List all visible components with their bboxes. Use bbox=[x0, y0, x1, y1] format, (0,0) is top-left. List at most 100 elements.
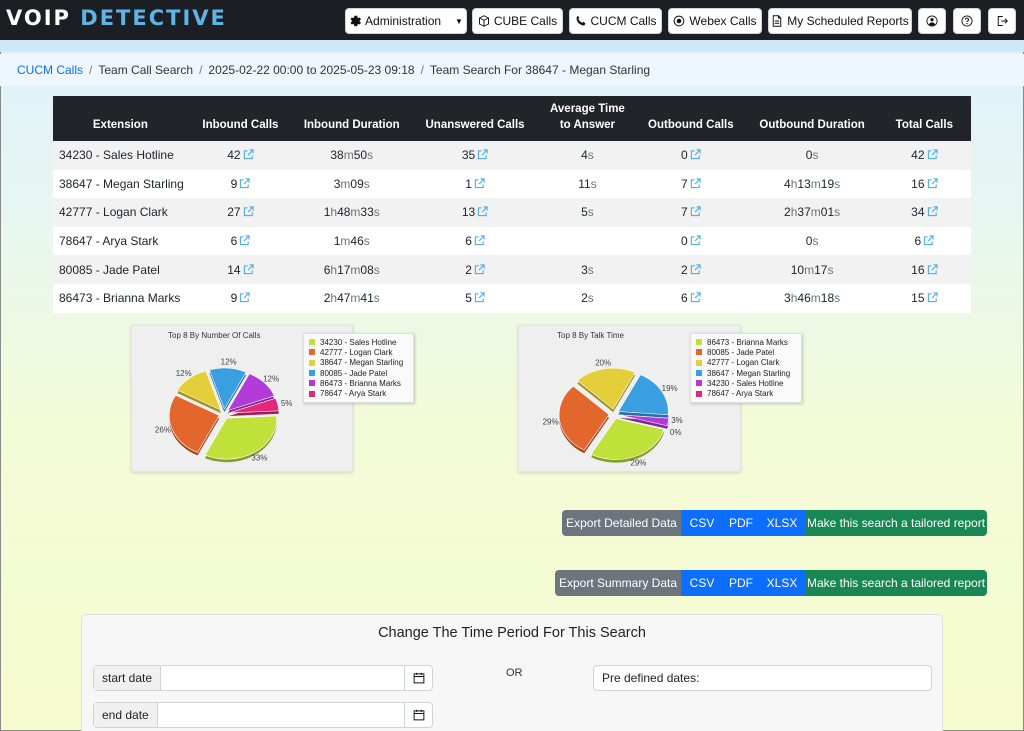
legend-item[interactable]: 38647 - Megan Starling bbox=[309, 358, 408, 368]
external-link-icon[interactable] bbox=[239, 178, 250, 189]
breadcrumb: CUCM Calls / Team Call Search / 2025-02-… bbox=[0, 54, 1024, 86]
pie-slice[interactable] bbox=[208, 367, 247, 410]
legend-item[interactable]: 34230 - Sales Hotline bbox=[696, 378, 796, 388]
external-link-icon[interactable] bbox=[927, 178, 938, 189]
legend-item[interactable]: 38647 - Megan Starling bbox=[696, 368, 796, 378]
or-text: OR bbox=[506, 667, 523, 679]
duration-unit: h bbox=[330, 291, 338, 306]
legend-item[interactable]: 86473 - Brianna Marks bbox=[309, 378, 408, 388]
external-link-icon[interactable] bbox=[690, 264, 701, 275]
external-link-icon[interactable] bbox=[243, 264, 254, 275]
legend-item[interactable]: 78647 - Arya Stark bbox=[309, 388, 408, 398]
duration-unit: m bbox=[350, 205, 361, 220]
breadcrumb-separator: / bbox=[89, 63, 93, 77]
export-summary-csv-button[interactable]: CSV bbox=[681, 570, 723, 596]
external-link-icon[interactable] bbox=[239, 292, 250, 303]
cucm-calls-button[interactable]: CUCM Calls bbox=[569, 8, 662, 34]
pie-slice[interactable] bbox=[617, 374, 669, 416]
legend-label: 80085 - Jade Patel bbox=[707, 347, 775, 357]
app-logo[interactable]: VOIP DETECTIVE bbox=[6, 6, 227, 30]
external-link-icon[interactable] bbox=[927, 206, 938, 217]
pie-slice[interactable] bbox=[618, 414, 670, 427]
tailored-report-button[interactable]: Make this search a tailored report bbox=[805, 570, 987, 596]
webex-calls-button[interactable]: Webex Calls bbox=[668, 8, 762, 34]
duration-value: 1 bbox=[323, 205, 331, 220]
profile-button[interactable] bbox=[918, 8, 946, 34]
pie-slice[interactable] bbox=[590, 418, 665, 460]
external-link-icon[interactable] bbox=[927, 149, 938, 160]
header-average-time-line2: to Answer bbox=[559, 119, 616, 131]
external-link-icon[interactable] bbox=[690, 206, 701, 217]
tailored-report-button[interactable]: Make this search a tailored report bbox=[805, 510, 987, 536]
external-link-icon[interactable] bbox=[927, 264, 938, 275]
pie-slice[interactable] bbox=[227, 373, 275, 412]
legend-item[interactable]: 78647 - Arya Stark bbox=[696, 388, 796, 398]
external-link-icon[interactable] bbox=[474, 235, 485, 246]
chart-talk-time: Top 8 By Talk Time 29% 29% 20% 19% 3% 0% bbox=[518, 325, 741, 472]
external-link-icon[interactable] bbox=[923, 235, 934, 246]
pie-slice[interactable] bbox=[576, 367, 636, 410]
duration-unit: s bbox=[834, 205, 841, 220]
legend-swatch bbox=[696, 370, 702, 377]
pie-slice[interactable] bbox=[558, 385, 610, 451]
inbound-duration-cell: 2h47m41s bbox=[293, 283, 411, 313]
legend-item[interactable]: 42777 - Logan Clark bbox=[696, 358, 796, 368]
start-date-calendar-button[interactable] bbox=[404, 666, 432, 690]
inbound-duration-cell: 38m50s bbox=[293, 141, 411, 170]
external-link-icon[interactable] bbox=[477, 149, 488, 160]
total-calls-value: 42 bbox=[911, 148, 925, 163]
inbound-duration-cell: 3m09s bbox=[293, 169, 411, 199]
external-link-icon[interactable] bbox=[474, 264, 485, 275]
header-extension: Extension bbox=[53, 96, 188, 141]
breadcrumb-separator: / bbox=[420, 63, 424, 77]
pie-slice[interactable] bbox=[176, 370, 222, 411]
external-link-icon[interactable] bbox=[690, 149, 701, 160]
pie-slice[interactable] bbox=[168, 395, 220, 453]
export-summary-pdf-button[interactable]: PDF bbox=[723, 570, 759, 596]
export-detailed-pdf-button[interactable]: PDF bbox=[723, 510, 759, 536]
legend-item[interactable]: 42777 - Logan Clark bbox=[309, 347, 408, 357]
inbound-calls-value: 9 bbox=[230, 176, 238, 191]
external-link-icon[interactable] bbox=[243, 149, 254, 160]
external-link-icon[interactable] bbox=[474, 292, 485, 303]
help-button[interactable] bbox=[953, 8, 981, 34]
external-link-icon[interactable] bbox=[243, 206, 254, 217]
end-date-calendar-button[interactable] bbox=[404, 703, 432, 727]
external-link-icon[interactable] bbox=[927, 292, 938, 303]
pie-value-label: 12% bbox=[263, 374, 279, 383]
duration-value: 17 bbox=[337, 262, 351, 277]
pie-value-label: 12% bbox=[221, 358, 237, 367]
legend-item[interactable]: 34230 - Sales Hotline bbox=[309, 337, 408, 347]
export-detailed-xlsx-button[interactable]: XLSX bbox=[759, 510, 805, 536]
inbound-calls-value: 9 bbox=[230, 291, 238, 306]
external-link-icon[interactable] bbox=[690, 235, 701, 246]
legend-item[interactable]: 86473 - Brianna Marks bbox=[696, 337, 796, 347]
inbound-calls-value: 27 bbox=[227, 205, 241, 220]
legend-item[interactable]: 80085 - Jade Patel bbox=[309, 368, 408, 378]
cube-calls-button[interactable]: CUBE Calls bbox=[472, 8, 563, 34]
pie-slice[interactable] bbox=[228, 397, 280, 414]
start-date-input[interactable] bbox=[161, 666, 404, 690]
duration-value: 10 bbox=[790, 262, 805, 277]
export-detailed-csv-button[interactable]: CSV bbox=[681, 510, 723, 536]
legend-item[interactable]: 80085 - Jade Patel bbox=[696, 347, 796, 357]
scheduled-reports-label: My Scheduled Reports bbox=[787, 14, 909, 28]
external-link-icon[interactable] bbox=[239, 235, 250, 246]
breadcrumb-separator: / bbox=[199, 63, 203, 77]
document-icon bbox=[773, 15, 782, 27]
external-link-icon[interactable] bbox=[477, 206, 488, 217]
logout-button[interactable] bbox=[988, 8, 1016, 34]
breadcrumb-date-range: 2025-02-22 00:00 to 2025-05-23 09:18 bbox=[208, 63, 415, 77]
scheduled-reports-button[interactable]: My Scheduled Reports bbox=[768, 8, 912, 34]
unanswered-calls-value: 2 bbox=[465, 262, 472, 277]
administration-dropdown[interactable]: Administration ▼ bbox=[345, 8, 467, 34]
external-link-icon[interactable] bbox=[474, 178, 485, 189]
predefined-dates-select[interactable]: Pre defined dates: bbox=[593, 665, 932, 691]
export-summary-xlsx-button[interactable]: XLSX bbox=[759, 570, 805, 596]
breadcrumb-cucm-calls[interactable]: CUCM Calls bbox=[17, 63, 83, 77]
external-link-icon[interactable] bbox=[690, 178, 701, 189]
end-date-input[interactable] bbox=[157, 703, 404, 727]
extension-name: 34230 - Sales Hotline bbox=[59, 148, 174, 163]
external-link-icon[interactable] bbox=[690, 292, 701, 303]
pie-slice[interactable] bbox=[204, 415, 278, 460]
